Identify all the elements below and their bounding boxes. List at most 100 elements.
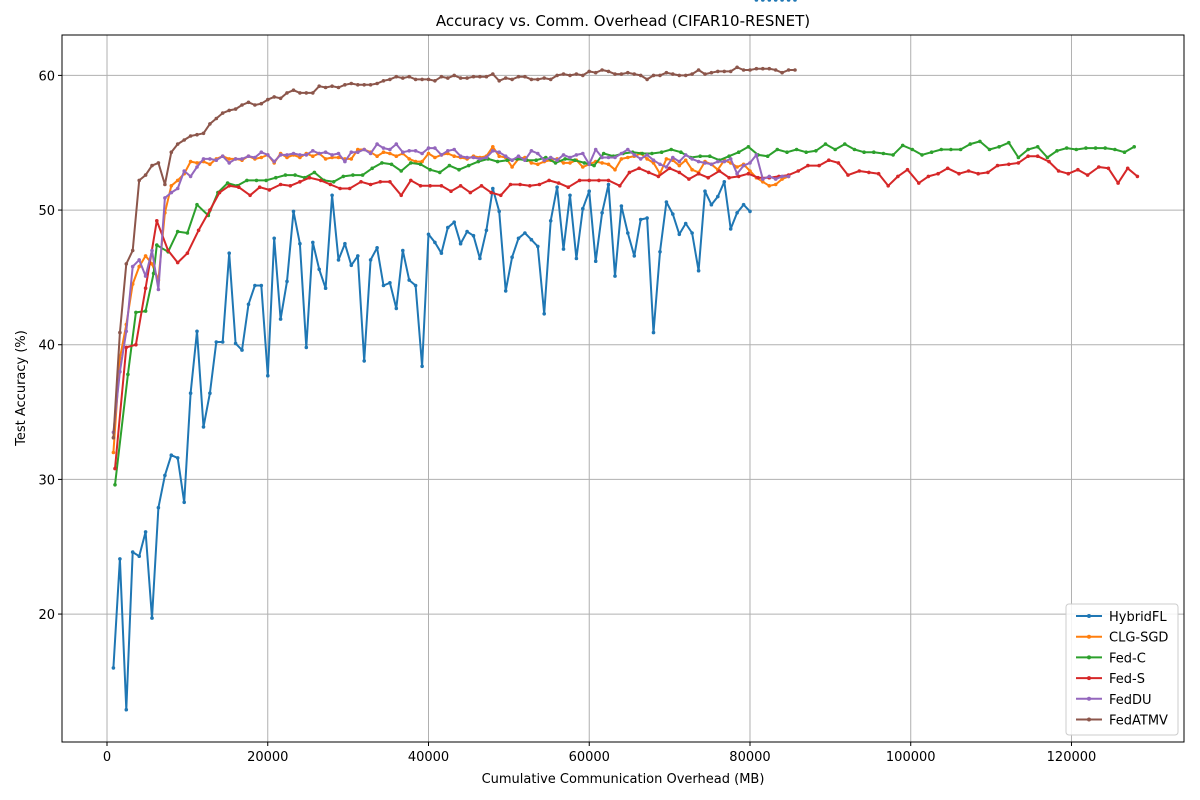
legend-marker [1087,717,1091,722]
data-point [555,185,559,189]
data-point [1016,155,1021,160]
data-point [214,340,219,344]
data-point [690,72,694,76]
data-point [233,157,238,161]
data-point [767,0,772,2]
data-point [735,211,739,215]
data-point [773,0,778,2]
data-point [638,217,643,222]
data-point [433,155,437,160]
data-point [380,161,384,165]
data-point [245,178,249,183]
data-point [722,180,727,184]
legend-marker [1087,655,1091,660]
data-point [735,165,739,169]
data-point [1076,167,1080,172]
data-point [568,155,572,160]
data-point [857,169,862,173]
data-point [601,151,606,156]
data-point [619,151,624,156]
data-point [267,188,272,192]
data-point [592,163,596,168]
data-point [754,66,759,71]
data-point [426,146,431,150]
data-point [748,161,752,165]
data-point [536,77,540,82]
data-point [690,157,694,161]
data-point [542,312,546,316]
data-point [336,85,341,90]
data-point [548,219,553,223]
data-point [542,158,546,162]
data-point [536,151,540,156]
data-point [182,500,186,505]
legend-marker [1087,676,1091,681]
data-point [446,225,450,230]
data-point [175,229,180,234]
data-point [349,81,354,86]
data-point [574,256,579,261]
data-point [466,163,471,168]
data-point [687,177,691,181]
data-point [606,162,611,167]
data-point [124,707,129,712]
data-point [587,162,591,167]
data-point [426,232,431,237]
data-point [581,206,585,211]
data-point [651,158,656,162]
legend-item: HybridFL [1076,610,1167,625]
data-point [439,153,444,157]
data-point [156,505,161,510]
data-point [341,174,346,179]
data-point [246,302,251,307]
data-point [368,182,373,187]
data-point [716,194,720,199]
data-point [786,68,791,72]
data-point [134,310,138,315]
x-tick-label: 100000 [886,750,936,765]
legend-item: FedATMV [1076,714,1168,729]
data-point [227,251,231,255]
data-point [458,154,463,158]
data-point [593,70,598,75]
data-point [529,77,534,82]
data-point [987,147,992,152]
data-point [1135,174,1140,179]
data-point [394,74,399,79]
legend-marker [1087,696,1091,701]
data-point [669,147,673,152]
data-point [465,155,469,160]
data-point [272,236,277,241]
data-point [722,159,727,164]
data-point [227,184,231,188]
x-tick-label: 120000 [1047,750,1097,765]
data-point [510,158,514,162]
data-point [929,150,934,154]
data-point [606,155,611,160]
data-point [130,248,135,253]
data-point [439,184,444,188]
data-point [709,70,714,75]
data-point [449,189,453,193]
data-point [638,157,643,161]
data-point [966,169,971,173]
data-point [457,167,461,172]
data-point [137,258,141,262]
data-point [278,317,283,321]
data-point [240,157,244,161]
data-point [508,182,513,187]
data-point [388,281,392,285]
data-point [248,193,252,198]
data-point [317,267,322,272]
data-point [683,153,688,157]
data-point [600,155,604,160]
data-point [754,153,759,157]
data-point [651,330,656,335]
data-point [872,150,876,154]
data-point [484,228,489,233]
data-point [613,167,617,172]
data-point [523,231,527,235]
data-point [389,162,394,167]
data-point [741,202,746,207]
data-point [1045,155,1050,160]
